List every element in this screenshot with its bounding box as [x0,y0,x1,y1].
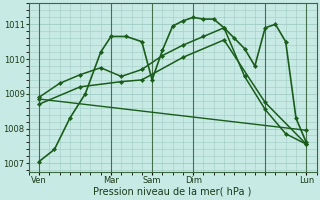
X-axis label: Pression niveau de la mer( hPa ): Pression niveau de la mer( hPa ) [93,187,252,197]
